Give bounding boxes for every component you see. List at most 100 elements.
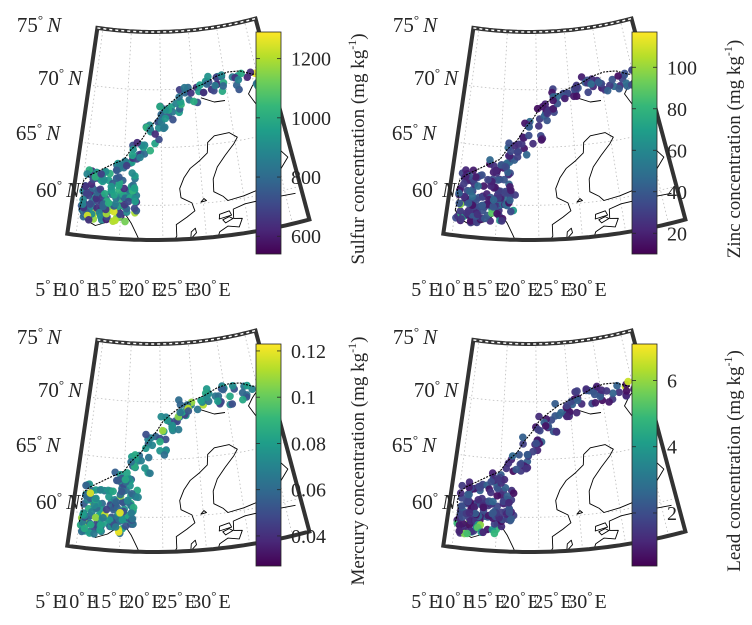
map-frame-top-ticks bbox=[473, 17, 632, 33]
station-marker bbox=[500, 475, 509, 484]
station-marker bbox=[204, 72, 212, 81]
station-marker bbox=[572, 92, 581, 100]
longitude-label: 30° E bbox=[191, 588, 230, 613]
longitude-label: 10° E bbox=[435, 588, 474, 613]
station-marker bbox=[104, 199, 113, 207]
station-marker bbox=[97, 520, 105, 529]
station-marker bbox=[620, 69, 629, 78]
island bbox=[222, 528, 234, 536]
station-marker bbox=[480, 182, 488, 190]
station-marker bbox=[159, 124, 168, 133]
station-marker bbox=[144, 453, 153, 462]
longitude-label: 5° E bbox=[411, 588, 440, 613]
station-marker bbox=[582, 385, 590, 393]
station-marker bbox=[161, 114, 170, 123]
station-marker bbox=[615, 84, 623, 93]
island bbox=[566, 227, 573, 240]
longitude-label: 25° E bbox=[533, 588, 572, 613]
station-marker bbox=[190, 97, 198, 106]
station-marker bbox=[130, 204, 139, 213]
station-marker bbox=[211, 81, 219, 90]
island bbox=[200, 510, 207, 515]
station-marker bbox=[533, 104, 542, 113]
station-marker bbox=[82, 481, 90, 490]
longitude-label: 15° E bbox=[467, 276, 506, 301]
station-marker bbox=[116, 210, 124, 219]
island bbox=[200, 198, 207, 203]
station-marker bbox=[488, 469, 497, 477]
station-marker bbox=[468, 192, 477, 201]
station-marker bbox=[199, 88, 208, 97]
station-marker bbox=[497, 522, 506, 531]
station-marker bbox=[465, 490, 473, 499]
station-marker bbox=[479, 503, 488, 512]
graticule-parallel bbox=[456, 441, 662, 461]
station-marker bbox=[226, 392, 234, 401]
graticule-meridian bbox=[563, 342, 583, 550]
station-marker bbox=[243, 381, 251, 390]
station-marker bbox=[115, 173, 123, 181]
station-marker bbox=[228, 400, 237, 408]
station-marker bbox=[608, 75, 617, 84]
station-marker bbox=[529, 139, 537, 148]
graticule-meridian bbox=[187, 30, 207, 238]
graticule-meridian bbox=[535, 343, 540, 552]
station-marker bbox=[507, 515, 515, 523]
longitude-label: 10° E bbox=[59, 588, 98, 613]
station-marker bbox=[219, 82, 227, 90]
station-marker bbox=[508, 452, 517, 460]
station-marker bbox=[86, 520, 95, 529]
station-marker bbox=[79, 195, 87, 204]
station-marker bbox=[489, 196, 498, 204]
station-marker bbox=[506, 196, 514, 205]
station-marker bbox=[101, 190, 109, 198]
station-marker bbox=[587, 80, 595, 88]
station-marker bbox=[116, 509, 124, 517]
station-marker bbox=[184, 407, 193, 415]
panel-lead: 75° N 70° N 65° N 60° N 5° E 10° E 15° E 20° E 25° E 30° E 2… bbox=[376, 312, 752, 624]
colorbar-title: Mercury concentration (mg kg-1) bbox=[345, 337, 369, 586]
station-marker bbox=[515, 451, 523, 459]
colorbar-tick-label: 20 bbox=[667, 223, 687, 245]
graticule-meridian bbox=[187, 342, 207, 550]
station-marker bbox=[112, 166, 121, 175]
station-marker bbox=[193, 405, 202, 414]
station-marker bbox=[169, 115, 177, 124]
station-marker bbox=[541, 422, 550, 430]
station-markers bbox=[76, 381, 256, 538]
station-marker bbox=[136, 153, 144, 162]
station-marker bbox=[549, 105, 558, 113]
station-marker bbox=[525, 131, 533, 140]
station-marker bbox=[124, 197, 133, 206]
station-marker bbox=[133, 138, 141, 147]
station-marker bbox=[83, 170, 91, 178]
station-marker bbox=[500, 175, 508, 184]
station-marker bbox=[503, 492, 511, 500]
map-svg-sulfur: 75° N 70° N 65° N 60° N 5° E10° E15° E20° E25° E30° E 6… bbox=[16, 12, 369, 301]
station-marker bbox=[92, 194, 100, 203]
station-marker bbox=[523, 450, 532, 459]
station-marker bbox=[602, 387, 611, 395]
graticule-meridian bbox=[216, 26, 251, 233]
station-marker bbox=[605, 398, 613, 406]
station-marker bbox=[105, 516, 114, 524]
map-frame-top-ticks bbox=[473, 329, 632, 345]
graticule-meridian bbox=[592, 338, 627, 545]
station-marker bbox=[239, 395, 247, 404]
longitude-label: 15° E bbox=[467, 588, 506, 613]
island bbox=[598, 528, 610, 536]
station-marker bbox=[622, 387, 631, 395]
station-marker bbox=[563, 412, 571, 421]
panel-sulfur: 75° N 70° N 65° N 60° N 5° E 10° E 15° E 20° E 25° E 30° E 6… bbox=[0, 0, 376, 312]
latitude-label: 65° N bbox=[392, 120, 437, 145]
latitude-label: 60° N bbox=[412, 177, 457, 202]
station-marker bbox=[573, 396, 582, 405]
island bbox=[218, 210, 233, 220]
latitude-label: 65° N bbox=[392, 432, 437, 457]
longitude-label: 5° E bbox=[411, 276, 440, 301]
latitude-label: 60° N bbox=[36, 177, 81, 202]
colorbar bbox=[631, 31, 658, 255]
station-marker bbox=[92, 494, 100, 503]
station-marker bbox=[203, 393, 211, 401]
station-marker bbox=[573, 387, 581, 395]
